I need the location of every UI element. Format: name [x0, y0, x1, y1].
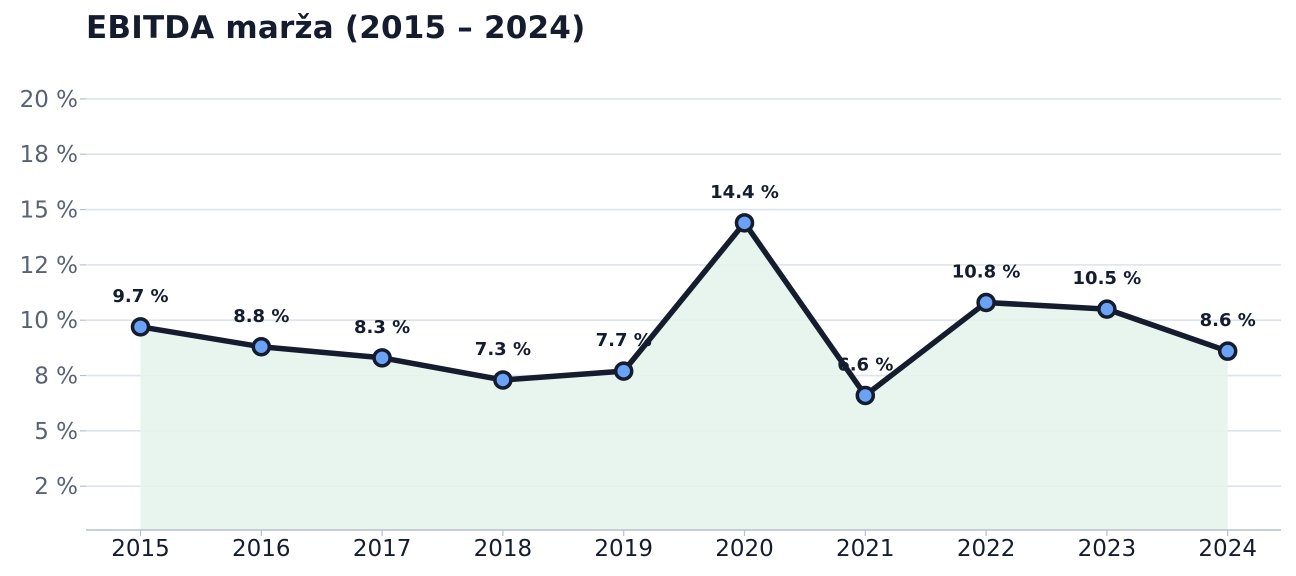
- data-markers: [130, 213, 1238, 406]
- x-tick-label: 2015: [111, 536, 170, 562]
- data-label: 14.4 %: [710, 182, 779, 203]
- series-line: [137, 220, 1231, 399]
- y-tick-label: 20 %: [20, 87, 78, 113]
- data-point: [493, 370, 513, 390]
- data-point: [1217, 341, 1238, 361]
- data-point: [130, 317, 151, 337]
- y-tick-label: 12 %: [20, 253, 78, 279]
- y-tick-label: 8 %: [34, 364, 78, 390]
- data-label: 8.8 %: [233, 306, 289, 327]
- data-point: [251, 337, 272, 357]
- x-tick-label: 2018: [474, 536, 533, 562]
- data-label: 8.6 %: [1200, 310, 1256, 331]
- x-tick-label: 2021: [836, 536, 895, 562]
- data-label: 10.5 %: [1073, 268, 1142, 289]
- x-tick-label: 2019: [594, 536, 653, 562]
- data-point: [1097, 299, 1117, 319]
- y-axis-ticks: 2 % 5 % 8 % 10 % 12 % 15 % 18 % 20 %: [20, 87, 86, 500]
- y-tick-label: 15 %: [20, 198, 78, 224]
- data-point: [613, 361, 634, 381]
- x-tick-label: 2024: [1198, 536, 1257, 562]
- data-point: [855, 385, 876, 406]
- data-label: 8.3 %: [354, 317, 410, 338]
- x-tick-label: 2023: [1078, 536, 1137, 562]
- data-label: 7.7 %: [596, 330, 652, 351]
- x-tick-label: 2017: [353, 536, 412, 562]
- data-label: 7.3 %: [475, 339, 531, 360]
- x-tick-label: 2020: [715, 536, 774, 562]
- area-fill: [140, 222, 1228, 531]
- data-point: [372, 348, 392, 368]
- y-tick-label: 18 %: [20, 142, 78, 168]
- y-tick-label: 5 %: [34, 419, 78, 445]
- y-tick-label: 2 %: [34, 474, 78, 500]
- data-label: 9.7 %: [112, 286, 168, 307]
- data-label: 10.8 %: [952, 261, 1021, 282]
- data-labels: 9.7 % 8.8 % 8.3 % 7.3 % 7.7 % 14.4 % 6.6 % 10.8…: [112, 182, 1255, 376]
- data-label: 6.6 %: [837, 354, 893, 375]
- data-point: [976, 292, 996, 313]
- data-point: [734, 213, 755, 233]
- x-tick-label: 2016: [232, 536, 291, 562]
- y-tick-label: 10 %: [20, 308, 78, 334]
- x-tick-label: 2022: [957, 536, 1016, 562]
- x-axis-ticks: 2015 2016 2017 2018 2019 2020 2021 2022 2023 2024: [111, 530, 1257, 562]
- chart-title: EBITDA marža (2015 – 2024): [86, 10, 586, 46]
